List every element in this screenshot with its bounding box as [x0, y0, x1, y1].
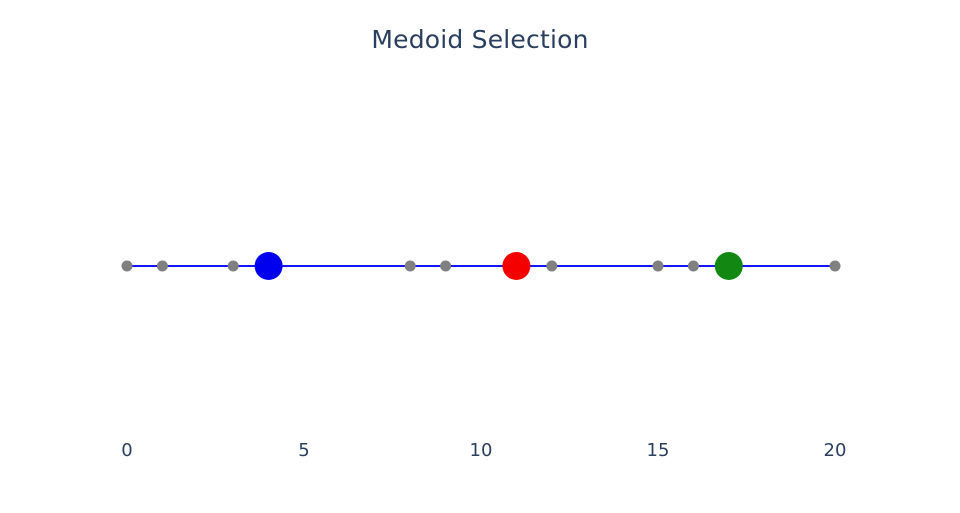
medoid-2-marker	[502, 252, 531, 280]
data-point-marker	[156, 260, 168, 272]
x-tick-label: 15	[647, 440, 670, 461]
data-point-marker	[440, 260, 452, 272]
data-point-marker	[121, 260, 133, 272]
medoid-1-marker	[254, 252, 283, 280]
medoid-3-marker	[714, 252, 743, 280]
data-point-marker	[404, 260, 416, 272]
chart-title: Medoid Selection	[371, 25, 589, 54]
data-point-marker	[829, 260, 841, 272]
x-tick-label: 10	[470, 440, 493, 461]
x-tick-label: 20	[824, 440, 847, 461]
data-point-marker	[652, 260, 664, 272]
data-point-marker	[227, 260, 239, 272]
data-point-marker	[546, 260, 558, 272]
x-tick-label: 0	[121, 440, 132, 461]
data-point-marker	[687, 260, 699, 272]
x-tick-label: 5	[298, 440, 309, 461]
